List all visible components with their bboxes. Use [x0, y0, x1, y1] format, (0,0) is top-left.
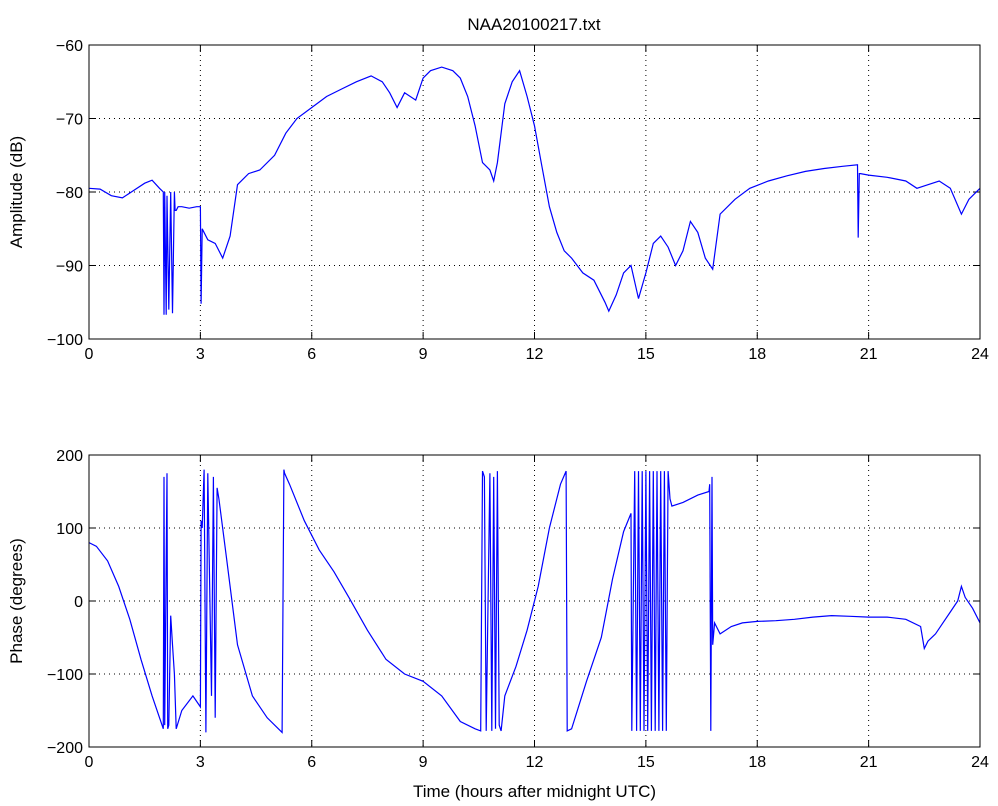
phase-axes-box [88, 454, 981, 748]
amplitude-axes-box [88, 44, 981, 340]
phase-ticks: 0 3 6 9 12 15 18 21 24 −200 −100 0 100 200 [47, 448, 989, 771]
amplitude-ticks: 0 3 6 9 12 15 18 21 24 −100 −90 −80 −70 −60 [47, 38, 989, 363]
amplitude-xtick-label: 15 [637, 346, 655, 363]
amplitude-grid [89, 45, 980, 339]
phase-xtick-label: 18 [748, 754, 766, 771]
amplitude-xtick-label: 18 [748, 346, 766, 363]
phase-ytick-label: 100 [56, 521, 83, 538]
phase-xtick-label: 6 [307, 754, 316, 771]
phase-line [88, 469, 981, 734]
amplitude-ytick-label: −70 [56, 112, 83, 129]
phase-xtick-label: 3 [196, 754, 205, 771]
amplitude-xtick-label: 21 [860, 346, 878, 363]
amplitude-ytick-label: −100 [47, 332, 83, 349]
phase-plot: 0 3 6 9 12 15 18 21 24 −200 −100 0 100 200 Phase (deg… [7, 448, 989, 801]
amplitude-xtick-label: 6 [307, 346, 316, 363]
amplitude-ytick-label: −90 [56, 259, 83, 276]
phase-xtick-label: 15 [637, 754, 655, 771]
amplitude-xtick-label: 24 [971, 346, 989, 363]
amplitude-line [88, 66, 981, 315]
amplitude-ylabel: Amplitude (dB) [7, 136, 26, 248]
amplitude-xtick-label: 9 [419, 346, 428, 363]
phase-xtick-label: 21 [860, 754, 878, 771]
phase-xtick-label: 9 [419, 754, 428, 771]
amplitude-ytick-label: −60 [56, 38, 83, 55]
phase-xtick-label: 24 [971, 754, 989, 771]
amplitude-ytick-label: −80 [56, 185, 83, 202]
amplitude-xtick-label: 0 [85, 346, 94, 363]
amplitude-xtick-label: 3 [196, 346, 205, 363]
phase-xlabel: Time (hours after midnight UTC) [413, 782, 656, 801]
phase-xtick-label: 12 [526, 754, 544, 771]
phase-ytick-label: 200 [56, 448, 83, 465]
phase-ytick-label: −200 [47, 740, 83, 757]
amplitude-xtick-label: 12 [526, 346, 544, 363]
phase-xtick-label: 0 [85, 754, 94, 771]
chart-title: NAA20100217.txt [467, 15, 601, 34]
phase-ytick-label: 0 [74, 594, 83, 611]
phase-ylabel: Phase (degrees) [7, 538, 26, 664]
amplitude-plot: 0 3 6 9 12 15 18 21 24 −100 −90 −80 −70 −60 Amplitude… [7, 38, 989, 363]
phase-ytick-label: −100 [47, 667, 83, 684]
